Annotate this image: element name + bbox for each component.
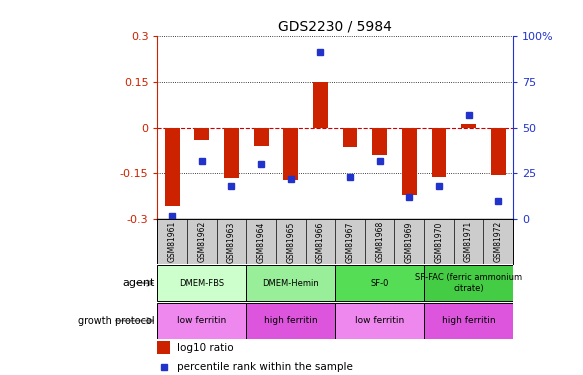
Bar <box>402 128 417 195</box>
Bar <box>431 128 447 177</box>
Text: GSM81972: GSM81972 <box>494 221 503 262</box>
Bar <box>335 265 424 301</box>
Text: GSM81963: GSM81963 <box>227 221 236 262</box>
Text: agent: agent <box>122 278 154 288</box>
Text: high ferritin: high ferritin <box>264 316 318 325</box>
Text: percentile rank within the sample: percentile rank within the sample <box>177 362 353 372</box>
Bar <box>461 124 476 128</box>
Text: high ferritin: high ferritin <box>442 316 496 325</box>
Bar <box>157 303 246 339</box>
Text: DMEM-FBS: DMEM-FBS <box>180 279 224 288</box>
Text: low ferritin: low ferritin <box>355 316 404 325</box>
Text: log10 ratio: log10 ratio <box>177 343 234 352</box>
Bar <box>195 128 209 140</box>
Text: GSM81965: GSM81965 <box>286 221 295 262</box>
Bar <box>157 265 246 301</box>
Text: GSM81968: GSM81968 <box>375 221 384 262</box>
Text: GSM81962: GSM81962 <box>198 221 206 262</box>
Text: GSM81964: GSM81964 <box>257 221 266 262</box>
Text: DMEM-Hemin: DMEM-Hemin <box>262 279 319 288</box>
Text: GSM81970: GSM81970 <box>434 221 444 262</box>
Bar <box>224 128 239 178</box>
Text: GSM81971: GSM81971 <box>464 221 473 262</box>
Text: GSM81966: GSM81966 <box>316 221 325 262</box>
Text: growth protocol: growth protocol <box>78 316 154 326</box>
Bar <box>424 303 513 339</box>
Text: low ferritin: low ferritin <box>177 316 226 325</box>
Text: GSM81961: GSM81961 <box>168 221 177 262</box>
Bar <box>246 265 335 301</box>
Text: SF-0: SF-0 <box>370 279 389 288</box>
Bar <box>246 303 335 339</box>
Bar <box>157 341 170 354</box>
Text: GSM81967: GSM81967 <box>346 221 354 262</box>
Text: SF-FAC (ferric ammonium
citrate): SF-FAC (ferric ammonium citrate) <box>415 273 522 293</box>
Title: GDS2230 / 5984: GDS2230 / 5984 <box>278 19 392 33</box>
Text: GSM81969: GSM81969 <box>405 221 414 262</box>
Bar <box>335 303 424 339</box>
Bar <box>343 128 357 147</box>
Bar <box>254 128 269 146</box>
Bar <box>491 128 505 175</box>
Bar <box>283 128 298 180</box>
Bar <box>165 128 180 206</box>
Bar <box>313 82 328 128</box>
Bar <box>373 128 387 155</box>
Bar <box>424 265 513 301</box>
